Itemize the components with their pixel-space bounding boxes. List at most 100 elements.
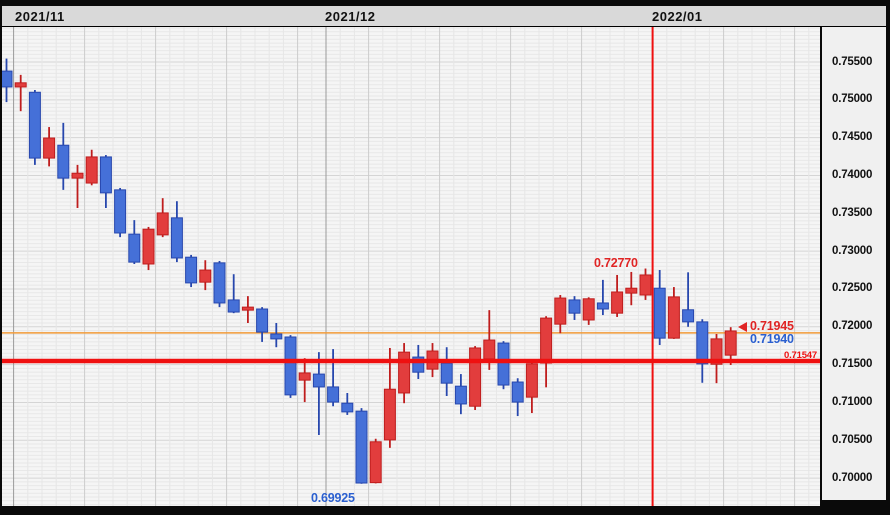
candle-12/31[interactable] [639,268,652,300]
candle-12/03[interactable] [355,408,368,484]
candle-01/03[interactable] [653,270,666,345]
candle-10/29[interactable] [2,58,13,103]
candle-body [312,373,325,388]
candle-12/23[interactable] [554,295,567,334]
candle-11/29[interactable] [298,358,311,403]
price-axis: 0.75500 0.75000 0.74500 0.74000 0.73500 0.730… [822,27,886,500]
price-tick-0.74000: 0.74000 [832,168,873,181]
candle-body [710,338,723,365]
price-tick-0.75500: 0.75500 [832,55,873,68]
candle-body [483,339,496,360]
candle-body [284,336,297,396]
candle-11/26[interactable] [284,335,297,398]
price-marker-arrow-icon [738,322,747,332]
candlestick-chart[interactable] [2,27,820,506]
price-tick-0.71000: 0.71000 [832,395,873,408]
candle-12/30[interactable] [625,271,638,306]
candle-11/09[interactable] [99,155,112,209]
candle-body [327,386,340,403]
candle-body [156,212,169,236]
candle-body [440,362,453,384]
price-tick-0.74500: 0.74500 [832,131,873,144]
candle-12/14[interactable] [454,374,467,415]
candle-body [227,299,240,313]
candle-11/19[interactable] [213,260,226,308]
candle-11/12[interactable] [142,226,155,271]
candle-11/02[interactable] [28,89,41,165]
candle-body [14,82,27,88]
candle-body [99,156,112,194]
candle-body [412,356,425,373]
price-tick-0.73000: 0.73000 [832,244,873,257]
candle-12/15[interactable] [469,346,482,411]
candle-01/04[interactable] [667,287,680,339]
price-tick-0.70500: 0.70500 [832,433,873,446]
candle-11/17[interactable] [185,254,198,288]
candle-11/03[interactable] [43,127,56,167]
candle-11/23[interactable] [241,296,254,324]
candlestick-plot-area[interactable] [2,27,820,506]
candle-body [28,91,41,159]
candle-body [653,287,666,339]
candle-12/27[interactable] [582,297,595,325]
candle-01/05[interactable] [682,272,695,327]
candle-body [241,306,254,311]
candle-11/05[interactable] [71,164,84,209]
candle-body [469,347,482,407]
candle-12/28[interactable] [596,279,609,316]
price-tick-0.72000: 0.72000 [832,320,873,333]
candle-11/11[interactable] [128,220,141,264]
candle-12/13[interactable] [440,347,453,397]
candle-body [596,302,609,310]
candle-11/25[interactable] [270,323,283,348]
candle-body [213,262,226,304]
candle-11/16[interactable] [170,201,183,263]
candle-01/06[interactable] [696,319,709,383]
peak-high-label: 0.72770 [594,256,638,270]
candle-12/29[interactable] [611,274,624,317]
candle-12/24[interactable] [568,296,581,320]
candle-12/21[interactable] [525,360,538,414]
candle-body [639,274,652,296]
candle-12/06[interactable] [369,438,382,484]
candle-11/22[interactable] [227,274,240,314]
candle-body [625,287,638,294]
candle-11/01[interactable] [14,74,27,112]
price-tick-0.72500: 0.72500 [832,282,873,295]
candle-11/18[interactable] [199,260,212,291]
candle-12/08[interactable] [398,343,411,404]
candle-body [199,269,212,283]
candle-11/30[interactable] [312,352,325,435]
candle-11/04[interactable] [57,122,70,190]
low-label: 0.69925 [311,491,355,505]
candle-body [540,317,553,364]
candle-12/22[interactable] [540,316,553,388]
candle-body [568,299,581,314]
candle-12/01[interactable] [327,349,340,407]
candle-11/08[interactable] [85,149,98,186]
candle-body [270,333,283,340]
candle-01/10[interactable] [724,327,737,365]
candle-body [582,298,595,321]
candle-body [554,297,567,325]
candle-11/15[interactable] [156,198,169,238]
candle-12/17[interactable] [497,341,510,390]
candle-01/07[interactable] [710,333,723,384]
candle-body [170,217,183,259]
candle-body [383,388,396,441]
candle-body [128,233,141,263]
candle-body [724,330,737,356]
candle-body [185,256,198,284]
candle-body [667,296,680,339]
candle-body [43,137,56,159]
candle-11/24[interactable] [256,307,269,342]
candle-body [142,228,155,265]
candle-11/10[interactable] [114,187,127,238]
candle-12/20[interactable] [511,378,524,417]
candle-body [355,410,368,484]
candle-12/02[interactable] [341,392,354,415]
candle-body [682,309,695,323]
candle-12/07[interactable] [383,347,396,448]
candle-body [298,372,311,381]
candle-body [497,342,510,386]
